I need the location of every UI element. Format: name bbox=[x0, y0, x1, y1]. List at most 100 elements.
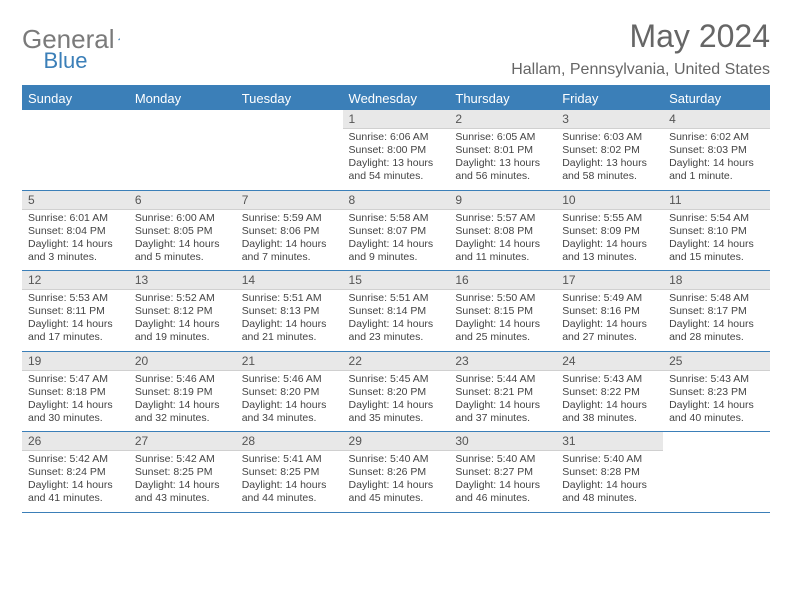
sunrise-label: Sunrise: bbox=[135, 453, 176, 465]
sunrise-label: Sunrise: bbox=[455, 131, 496, 143]
day-number: 30 bbox=[449, 432, 556, 451]
day-cell: 30Sunrise: 5:40 AMSunset: 8:27 PMDayligh… bbox=[449, 432, 556, 513]
week-row: 1Sunrise: 6:06 AMSunset: 8:00 PMDaylight… bbox=[22, 110, 770, 190]
day-info: Sunrise: 5:55 AMSunset: 8:09 PMDaylight:… bbox=[556, 210, 663, 271]
day-cell bbox=[22, 110, 129, 190]
sunset-value: 8:13 PM bbox=[280, 305, 319, 317]
page-title: May 2024 bbox=[511, 18, 770, 55]
day-info: Sunrise: 6:05 AMSunset: 8:01 PMDaylight:… bbox=[449, 129, 556, 190]
sunrise-value: 5:46 AM bbox=[283, 373, 322, 385]
sunset-label: Sunset: bbox=[455, 144, 494, 156]
sunrise-value: 5:43 AM bbox=[711, 373, 750, 385]
day-number: 26 bbox=[22, 432, 129, 451]
day-cell: 22Sunrise: 5:45 AMSunset: 8:20 PMDayligh… bbox=[343, 351, 450, 432]
sunset-label: Sunset: bbox=[669, 144, 708, 156]
sunset-value: 8:28 PM bbox=[601, 466, 640, 478]
day-header: Thursday bbox=[449, 87, 556, 110]
calendar-body: 1Sunrise: 6:06 AMSunset: 8:00 PMDaylight… bbox=[22, 110, 770, 512]
sunset-value: 8:12 PM bbox=[173, 305, 212, 317]
sunset-value: 8:10 PM bbox=[708, 225, 747, 237]
day-info: Sunrise: 5:57 AMSunset: 8:08 PMDaylight:… bbox=[449, 210, 556, 271]
daylight-label: Daylight: bbox=[242, 238, 286, 250]
sunset-value: 8:20 PM bbox=[387, 386, 426, 398]
day-cell: 4Sunrise: 6:02 AMSunset: 8:03 PMDaylight… bbox=[663, 110, 770, 190]
daylight-label: Daylight: bbox=[455, 318, 499, 330]
sunrise-label: Sunrise: bbox=[28, 292, 69, 304]
title-block: May 2024 Hallam, Pennsylvania, United St… bbox=[511, 18, 770, 79]
sunrise-value: 5:40 AM bbox=[604, 453, 643, 465]
day-number: 4 bbox=[663, 110, 770, 129]
day-number: 13 bbox=[129, 271, 236, 290]
day-info: Sunrise: 5:43 AMSunset: 8:22 PMDaylight:… bbox=[556, 371, 663, 432]
day-cell: 19Sunrise: 5:47 AMSunset: 8:18 PMDayligh… bbox=[22, 351, 129, 432]
sunrise-value: 5:49 AM bbox=[604, 292, 643, 304]
day-info: Sunrise: 5:51 AMSunset: 8:14 PMDaylight:… bbox=[343, 290, 450, 351]
day-cell: 11Sunrise: 5:54 AMSunset: 8:10 PMDayligh… bbox=[663, 190, 770, 271]
daylight-label: Daylight: bbox=[349, 157, 393, 169]
day-info: Sunrise: 5:52 AMSunset: 8:12 PMDaylight:… bbox=[129, 290, 236, 351]
day-number: 1 bbox=[343, 110, 450, 129]
daylight-label: Daylight: bbox=[28, 479, 72, 491]
sunset-label: Sunset: bbox=[135, 225, 174, 237]
sunrise-label: Sunrise: bbox=[562, 212, 603, 224]
day-header: Tuesday bbox=[236, 87, 343, 110]
day-info: Sunrise: 5:44 AMSunset: 8:21 PMDaylight:… bbox=[449, 371, 556, 432]
sunrise-value: 5:43 AM bbox=[604, 373, 643, 385]
day-cell: 7Sunrise: 5:59 AMSunset: 8:06 PMDaylight… bbox=[236, 190, 343, 271]
day-cell: 15Sunrise: 5:51 AMSunset: 8:14 PMDayligh… bbox=[343, 271, 450, 352]
day-number: 18 bbox=[663, 271, 770, 290]
daylight-label: Daylight: bbox=[455, 399, 499, 411]
day-cell: 14Sunrise: 5:51 AMSunset: 8:13 PMDayligh… bbox=[236, 271, 343, 352]
sunset-value: 8:18 PM bbox=[67, 386, 106, 398]
sunset-value: 8:27 PM bbox=[494, 466, 533, 478]
day-cell: 18Sunrise: 5:48 AMSunset: 8:17 PMDayligh… bbox=[663, 271, 770, 352]
sunset-value: 8:23 PM bbox=[708, 386, 747, 398]
sunrise-value: 5:51 AM bbox=[390, 292, 429, 304]
daylight-label: Daylight: bbox=[242, 399, 286, 411]
sunrise-label: Sunrise: bbox=[669, 212, 710, 224]
sunset-value: 8:00 PM bbox=[387, 144, 426, 156]
sunset-label: Sunset: bbox=[562, 466, 601, 478]
day-cell: 28Sunrise: 5:41 AMSunset: 8:25 PMDayligh… bbox=[236, 432, 343, 513]
sunrise-value: 6:02 AM bbox=[711, 131, 750, 143]
day-header: Saturday bbox=[663, 87, 770, 110]
daylight-label: Daylight: bbox=[135, 399, 179, 411]
sunset-label: Sunset: bbox=[562, 305, 601, 317]
sunrise-label: Sunrise: bbox=[242, 373, 283, 385]
day-cell: 12Sunrise: 5:53 AMSunset: 8:11 PMDayligh… bbox=[22, 271, 129, 352]
sunset-value: 8:11 PM bbox=[67, 305, 105, 317]
sunrise-value: 5:57 AM bbox=[497, 212, 536, 224]
day-number: 8 bbox=[343, 191, 450, 210]
header: General Blue May 2024 Hallam, Pennsylvan… bbox=[22, 18, 770, 79]
day-number: 21 bbox=[236, 352, 343, 371]
week-row: 19Sunrise: 5:47 AMSunset: 8:18 PMDayligh… bbox=[22, 351, 770, 432]
sunset-value: 8:19 PM bbox=[173, 386, 212, 398]
sunset-label: Sunset: bbox=[349, 386, 388, 398]
daylight-label: Daylight: bbox=[28, 399, 72, 411]
sunset-value: 8:08 PM bbox=[494, 225, 533, 237]
day-cell: 31Sunrise: 5:40 AMSunset: 8:28 PMDayligh… bbox=[556, 432, 663, 513]
day-number: 31 bbox=[556, 432, 663, 451]
day-info: Sunrise: 5:58 AMSunset: 8:07 PMDaylight:… bbox=[343, 210, 450, 271]
day-info: Sunrise: 6:06 AMSunset: 8:00 PMDaylight:… bbox=[343, 129, 450, 190]
sunrise-value: 6:06 AM bbox=[390, 131, 429, 143]
sunset-value: 8:25 PM bbox=[173, 466, 212, 478]
day-number: 14 bbox=[236, 271, 343, 290]
sunset-label: Sunset: bbox=[242, 466, 281, 478]
day-cell: 17Sunrise: 5:49 AMSunset: 8:16 PMDayligh… bbox=[556, 271, 663, 352]
day-cell: 27Sunrise: 5:42 AMSunset: 8:25 PMDayligh… bbox=[129, 432, 236, 513]
sunrise-value: 5:47 AM bbox=[69, 373, 108, 385]
sunset-label: Sunset: bbox=[135, 466, 174, 478]
day-cell: 8Sunrise: 5:58 AMSunset: 8:07 PMDaylight… bbox=[343, 190, 450, 271]
day-number: 23 bbox=[449, 352, 556, 371]
day-number: 6 bbox=[129, 191, 236, 210]
sunset-value: 8:16 PM bbox=[601, 305, 640, 317]
logo: General Blue bbox=[22, 24, 184, 55]
day-number: 7 bbox=[236, 191, 343, 210]
sunset-value: 8:17 PM bbox=[708, 305, 747, 317]
sunset-label: Sunset: bbox=[669, 225, 708, 237]
day-info: Sunrise: 5:46 AMSunset: 8:19 PMDaylight:… bbox=[129, 371, 236, 432]
day-cell: 5Sunrise: 6:01 AMSunset: 8:04 PMDaylight… bbox=[22, 190, 129, 271]
sunrise-label: Sunrise: bbox=[349, 131, 390, 143]
day-info: Sunrise: 5:54 AMSunset: 8:10 PMDaylight:… bbox=[663, 210, 770, 271]
